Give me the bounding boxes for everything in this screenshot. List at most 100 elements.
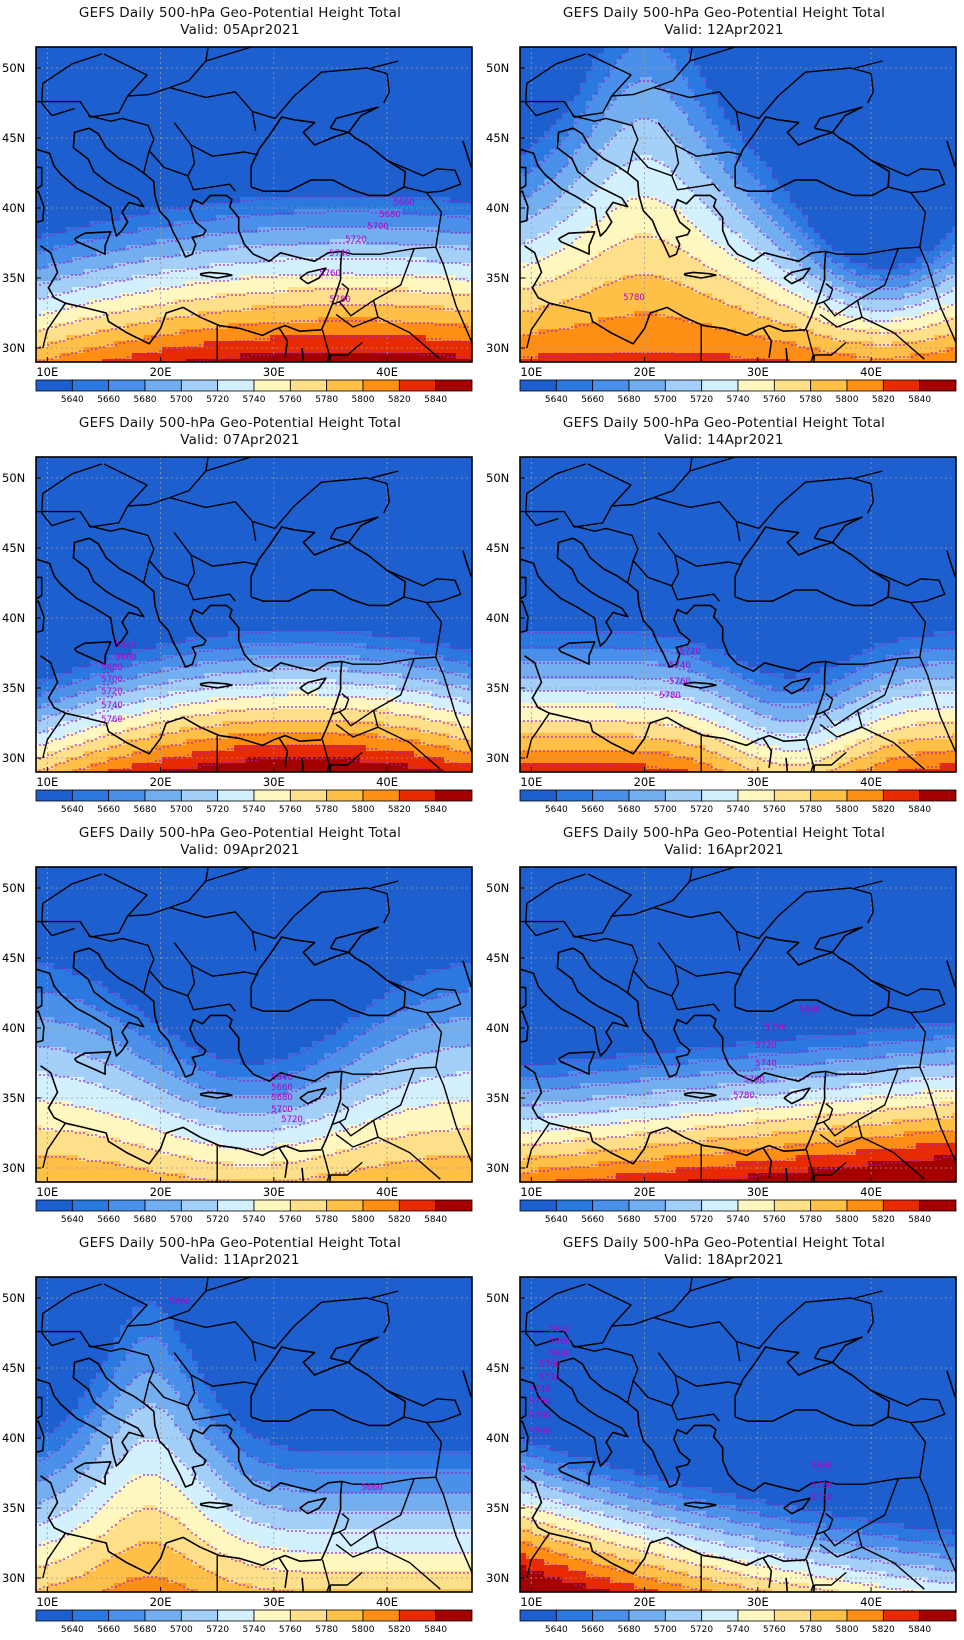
- colorbar-label: 5780: [315, 1625, 338, 1635]
- contour-label: 5660: [361, 1483, 383, 1493]
- lon-label: 20E: [634, 1185, 656, 1199]
- valid-prefix: Valid:: [664, 432, 702, 448]
- lat-label: 40N: [486, 1021, 509, 1035]
- valid-prefix: Valid:: [180, 842, 218, 858]
- colorbar-swatch: [592, 789, 630, 802]
- lat-label: 50N: [486, 471, 509, 485]
- colorbar-swatch: [398, 379, 437, 392]
- colorbar-label: 5740: [727, 1215, 750, 1225]
- colorbar-label: 5800: [836, 395, 859, 405]
- lat-label: 35N: [486, 681, 509, 695]
- colorbar-label: 5640: [545, 1215, 568, 1225]
- lat-label: 40N: [486, 611, 509, 625]
- lat-label: 50N: [2, 881, 25, 895]
- lat-label: 40N: [2, 611, 25, 625]
- contour-label: 5700: [271, 1105, 293, 1115]
- colorbar-swatch: [398, 789, 437, 802]
- lon-label: 10E: [36, 365, 58, 379]
- colorbar-label: 5820: [388, 1625, 411, 1635]
- contour-lines: [36, 962, 472, 1182]
- colorbar-label: 5820: [872, 395, 895, 405]
- colorbar-swatch: [519, 789, 557, 802]
- colorbar-swatch: [326, 1199, 364, 1212]
- colorbar-swatch: [773, 1609, 812, 1622]
- colorbar-label: 5780: [315, 395, 338, 405]
- contour-label: 5760: [101, 715, 123, 725]
- colorbar-swatch: [882, 789, 921, 802]
- colorbar-label: 5660: [581, 805, 604, 815]
- map-frame: [35, 1276, 473, 1593]
- lon-label: 40E: [860, 1185, 882, 1199]
- colorbar-swatch: [555, 1199, 594, 1212]
- colorbar-label: 5700: [654, 805, 677, 815]
- colorbar-label: 5820: [388, 805, 411, 815]
- colorbar-swatch: [664, 789, 703, 802]
- colorbar-label: 5820: [388, 1215, 411, 1225]
- contour-label: 5700: [765, 1023, 787, 1033]
- colorbar-label: 5780: [315, 1215, 338, 1225]
- colorbar-label: 5760: [763, 395, 786, 405]
- lon-label: 30E: [263, 365, 285, 379]
- colorbar-label: 5680: [618, 805, 641, 815]
- colorbar-swatch: [810, 1609, 848, 1622]
- colorbar-swatch: [253, 1609, 291, 1622]
- colorbar-swatch: [217, 1199, 255, 1212]
- colorbar-swatch: [846, 1199, 884, 1212]
- lat-label: 50N: [486, 1291, 509, 1305]
- colorbar-swatch: [35, 789, 73, 802]
- colorbar-label: 5680: [618, 1215, 641, 1225]
- lon-label: 10E: [36, 1185, 58, 1199]
- colorbar-label: 5840: [908, 805, 931, 815]
- colorbar-label: 5820: [872, 1215, 895, 1225]
- map-frame: [519, 46, 957, 363]
- lat-label: 50N: [2, 471, 25, 485]
- colorbar-label: 5640: [61, 395, 84, 405]
- colorbar-label: 5700: [170, 1215, 193, 1225]
- contour-label: 5720: [281, 1115, 303, 1125]
- colorbar-swatch: [180, 1199, 219, 1212]
- colorbar-label: 5760: [279, 1215, 302, 1225]
- lat-label: 35N: [486, 1501, 509, 1515]
- colorbar-swatch: [773, 379, 812, 392]
- colorbar-swatch: [253, 379, 291, 392]
- country-borders: [520, 1277, 956, 1592]
- valid-date: 14Apr2021: [707, 432, 784, 448]
- colorbar-label: 5740: [243, 1215, 266, 1225]
- lon-label: 20E: [150, 365, 172, 379]
- colorbar-swatch: [737, 379, 775, 392]
- panel-valid-date: Valid: 18Apr2021: [484, 1252, 964, 1268]
- colorbar-label: 5680: [134, 1215, 157, 1225]
- colorbar-swatch: [628, 789, 666, 802]
- colorbar-label: 5800: [836, 805, 859, 815]
- colorbar-label: 5700: [170, 1625, 193, 1635]
- colorbar-swatch: [398, 1199, 437, 1212]
- colorbar-label: 5840: [424, 1215, 447, 1225]
- colorbar-label: 5840: [424, 805, 447, 815]
- valid-date: 09Apr2021: [223, 842, 300, 858]
- colorbar-swatch: [664, 379, 703, 392]
- lat-label: 30N: [2, 751, 25, 765]
- lon-label: 10E: [520, 1595, 542, 1609]
- colorbar-label: 5660: [97, 805, 120, 815]
- colorbar-label: 5660: [581, 1215, 604, 1225]
- contour-label: 5640: [549, 1325, 571, 1335]
- map-frame: [35, 866, 473, 1183]
- contour-lines: [520, 1022, 956, 1182]
- contour-label: 5700: [367, 222, 389, 232]
- filled-contours: 5720 5740 5760 5780: [520, 457, 956, 772]
- contour-label: 5660: [549, 1337, 571, 1347]
- colorbar-swatch: [289, 379, 328, 392]
- colorbar-swatch: [217, 1609, 255, 1622]
- contour-label: 5680: [549, 1349, 571, 1359]
- lon-label: 30E: [747, 775, 769, 789]
- colorbar-swatch: [919, 379, 957, 392]
- colorbar-swatch: [71, 789, 110, 802]
- colorbar-swatch: [737, 1609, 775, 1622]
- colorbar-swatch: [435, 379, 473, 392]
- colorbar-label: 5760: [279, 1625, 302, 1635]
- map-panel-18Apr2021: GEFS Daily 500-hPa Geo-Potential Height …: [484, 1230, 964, 1640]
